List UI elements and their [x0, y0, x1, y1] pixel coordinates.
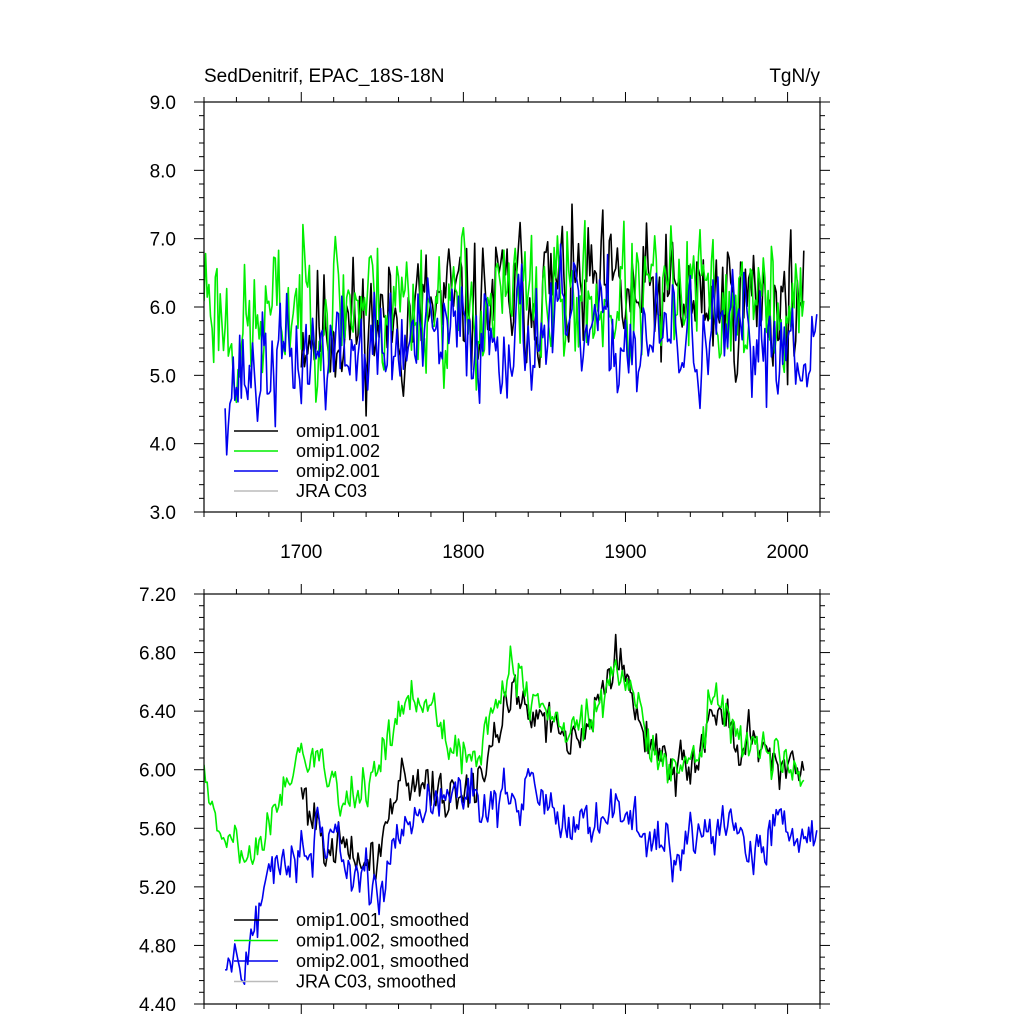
- series-line-omip1-001-smoothed: [300, 633, 805, 880]
- y-tick-label: 5.60: [139, 819, 176, 840]
- y-tick-label: 4.40: [139, 995, 176, 1016]
- x-tick-label: 2000: [766, 542, 808, 563]
- legend-label-omip1-002: omip1.002: [296, 441, 380, 461]
- x-tick-label: 1700: [280, 542, 322, 563]
- series-line-omip2-001: [224, 243, 818, 456]
- x-tick-label: 1800: [442, 542, 484, 563]
- y-tick-label: 7.20: [139, 585, 176, 606]
- legend-label-omip1-001-smoothed: omip1.001, smoothed: [296, 910, 469, 930]
- plot-frame: [203, 593, 821, 1005]
- series-line-omip1-002: [204, 219, 805, 404]
- top-chart-units: TgN/y: [769, 66, 820, 87]
- y-tick-label: 6.80: [139, 644, 176, 665]
- top-chart-title: SedDenitrif, EPAC_18S-18N: [204, 66, 444, 87]
- y-tick-label: 5.0: [150, 366, 176, 387]
- y-tick-label: 4.80: [139, 936, 176, 957]
- legend-label-omip2-001-smoothed: omip2.001, smoothed: [296, 951, 469, 971]
- legend-label-jra-c03: JRA C03: [296, 481, 367, 501]
- y-tick-label: 5.20: [139, 878, 176, 899]
- y-tick-label: 6.00: [139, 761, 176, 782]
- y-tick-label: 4.0: [150, 435, 176, 456]
- y-tick-label: 6.0: [150, 298, 176, 319]
- y-tick-label: 7.0: [150, 230, 176, 251]
- y-tick-label: 9.0: [150, 93, 176, 114]
- y-tick-label: 6.40: [139, 702, 176, 723]
- y-tick-label: 3.0: [150, 503, 176, 524]
- legend-label-jra-c03-smoothed: JRA C03, smoothed: [296, 972, 456, 992]
- legend-label-omip1-002-smoothed: omip1.002, smoothed: [296, 931, 469, 951]
- y-tick-label: 8.0: [150, 161, 176, 182]
- legend-label-omip2-001: omip2.001: [296, 461, 380, 481]
- series-line-omip2-001-smoothed: [225, 767, 818, 985]
- top-panel: SedDenitrif, EPAC_18S-18N TgN/y 1700 1800…: [150, 66, 830, 563]
- bottom-panel: 4.40 4.80 5.20 5.60 6.00 6.40 6.80 7.20 omip1.0…: [139, 584, 830, 1016]
- x-tick-label: 1900: [604, 542, 646, 563]
- series-line-omip1-002-smoothed: [204, 645, 805, 865]
- legend-label-omip1-001: omip1.001: [296, 421, 380, 441]
